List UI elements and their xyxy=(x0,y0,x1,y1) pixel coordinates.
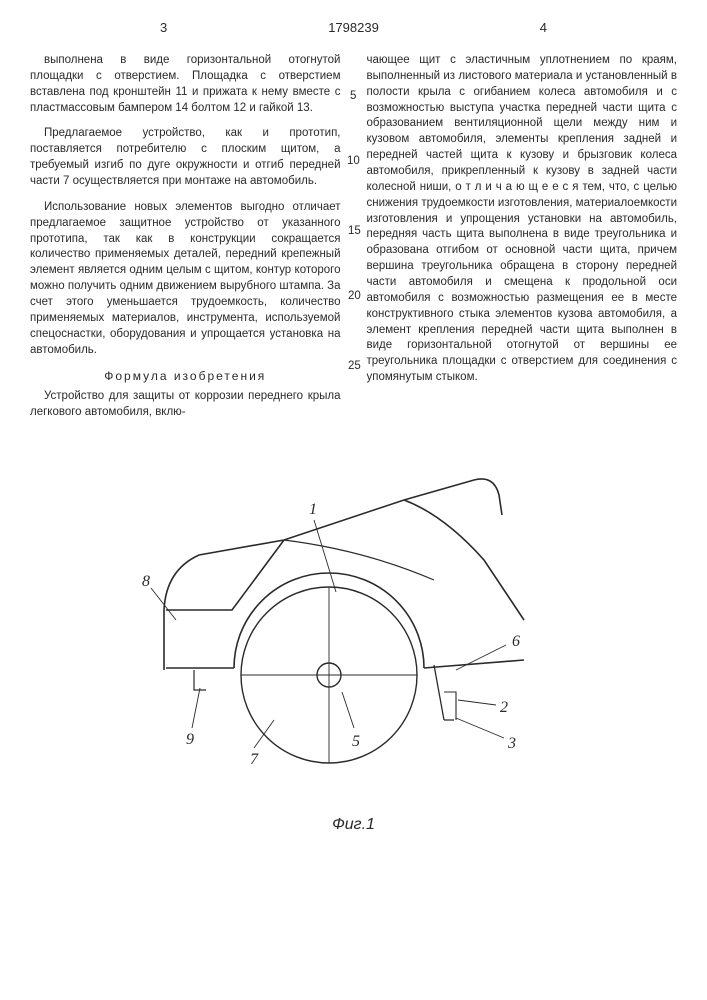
figure-label: 5 xyxy=(352,733,360,750)
paragraph: чающее щит с эластичным уплотнением по к… xyxy=(367,53,678,386)
line-number: 20 xyxy=(348,290,361,302)
figure-label: 6 xyxy=(512,633,520,650)
page-num-left: 3 xyxy=(160,20,167,35)
left-column: выполнена в виде горизонтальной отогнуто… xyxy=(30,53,341,431)
figure-label: 9 xyxy=(186,731,194,748)
page-header: 3 1798239 4 xyxy=(30,20,677,35)
figure-caption: Фиг.1 xyxy=(0,816,707,834)
figure-label: 8 xyxy=(142,573,150,590)
figure-1: 1 8 9 7 5 6 2 3 Фиг.1 xyxy=(0,460,707,834)
line-number: 5 xyxy=(350,90,356,102)
paragraph: выполнена в виде горизонтальной отогнуто… xyxy=(30,53,341,116)
paragraph: Устройство для защиты от коррозии передн… xyxy=(30,389,341,421)
right-column: чающее щит с эластичным уплотнением по к… xyxy=(367,53,678,431)
figure-label: 1 xyxy=(309,501,317,518)
paragraph: Использование новых элементов выгодно от… xyxy=(30,200,341,359)
figure-label: 3 xyxy=(507,735,516,752)
patent-number: 1798239 xyxy=(328,20,379,35)
line-number: 10 xyxy=(347,155,360,167)
text-columns: выполнена в виде горизонтальной отогнуто… xyxy=(30,53,677,431)
formula-heading: Формула изобретения xyxy=(30,368,341,385)
figure-label: 7 xyxy=(250,751,259,768)
line-number: 15 xyxy=(348,225,361,237)
paragraph: Предлагаемое устройство, как и прототип,… xyxy=(30,126,341,189)
line-number: 25 xyxy=(348,360,361,372)
figure-label: 2 xyxy=(500,699,508,716)
page-num-right: 4 xyxy=(540,20,547,35)
